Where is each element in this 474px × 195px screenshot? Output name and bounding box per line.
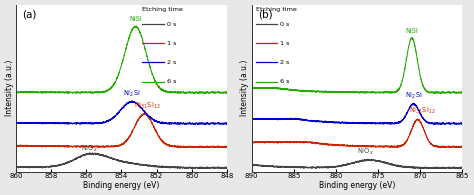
X-axis label: Binding energy (eV): Binding energy (eV): [319, 181, 395, 190]
Text: Ni$_2$Si: Ni$_2$Si: [405, 91, 422, 101]
Text: 2 s: 2 s: [167, 60, 176, 65]
Y-axis label: Intensity (a.u.): Intensity (a.u.): [5, 60, 14, 116]
Text: 0 s: 0 s: [167, 21, 176, 27]
Text: NiSi: NiSi: [129, 16, 142, 22]
Text: Ni$_{31}$Si$_{12}$: Ni$_{31}$Si$_{12}$: [409, 106, 435, 116]
Text: 6 s: 6 s: [167, 79, 176, 84]
Text: (b): (b): [258, 10, 273, 20]
Text: 6 s: 6 s: [280, 79, 290, 84]
Text: 1 s: 1 s: [167, 41, 176, 46]
Text: (a): (a): [22, 10, 36, 20]
Text: 0 s: 0 s: [280, 21, 290, 27]
Text: NiO$_x$: NiO$_x$: [357, 147, 374, 157]
Text: Etching time: Etching time: [143, 6, 183, 12]
Y-axis label: Intensity (a.u.): Intensity (a.u.): [240, 60, 249, 116]
Text: Ni$_{31}$Si$_{12}$: Ni$_{31}$Si$_{12}$: [135, 101, 161, 111]
X-axis label: Binding energy (eV): Binding energy (eV): [83, 181, 160, 190]
Text: Etching time: Etching time: [256, 6, 297, 12]
Text: Ni$_2$Si: Ni$_2$Si: [123, 89, 141, 99]
Text: NiSi: NiSi: [405, 28, 418, 34]
Text: 1 s: 1 s: [280, 41, 290, 46]
Text: NiO$_x$: NiO$_x$: [82, 144, 98, 154]
Text: 2 s: 2 s: [280, 60, 290, 65]
